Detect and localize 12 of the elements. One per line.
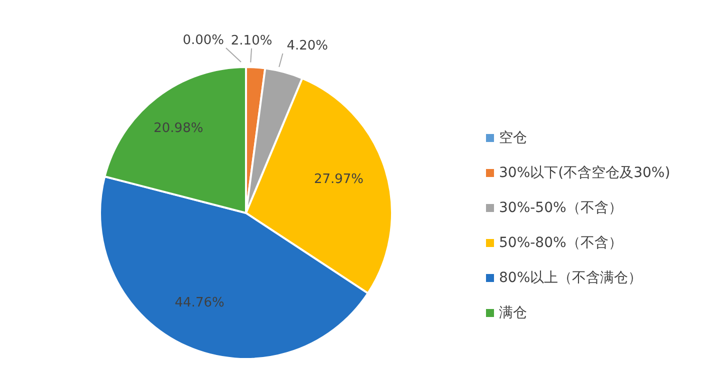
legend-label: 30%以下(不含空仓及30%) [499,164,670,182]
data-label: 27.97% [314,172,364,188]
legend-label: 50%-80%（不含） [499,234,622,252]
data-label: 20.98% [154,121,204,136]
legend-label: 80%以上（不含满仓） [499,268,642,286]
legend-label: 满仓 [499,304,527,322]
data-label: 2.10% [230,33,272,48]
data-label: 44.76% [174,295,224,310]
legend-label: 30%-50%（不含） [499,198,622,216]
text: 0.00% [182,33,224,48]
legend-label: 空仓 [499,128,527,146]
data-label: 4.20% [286,38,328,54]
